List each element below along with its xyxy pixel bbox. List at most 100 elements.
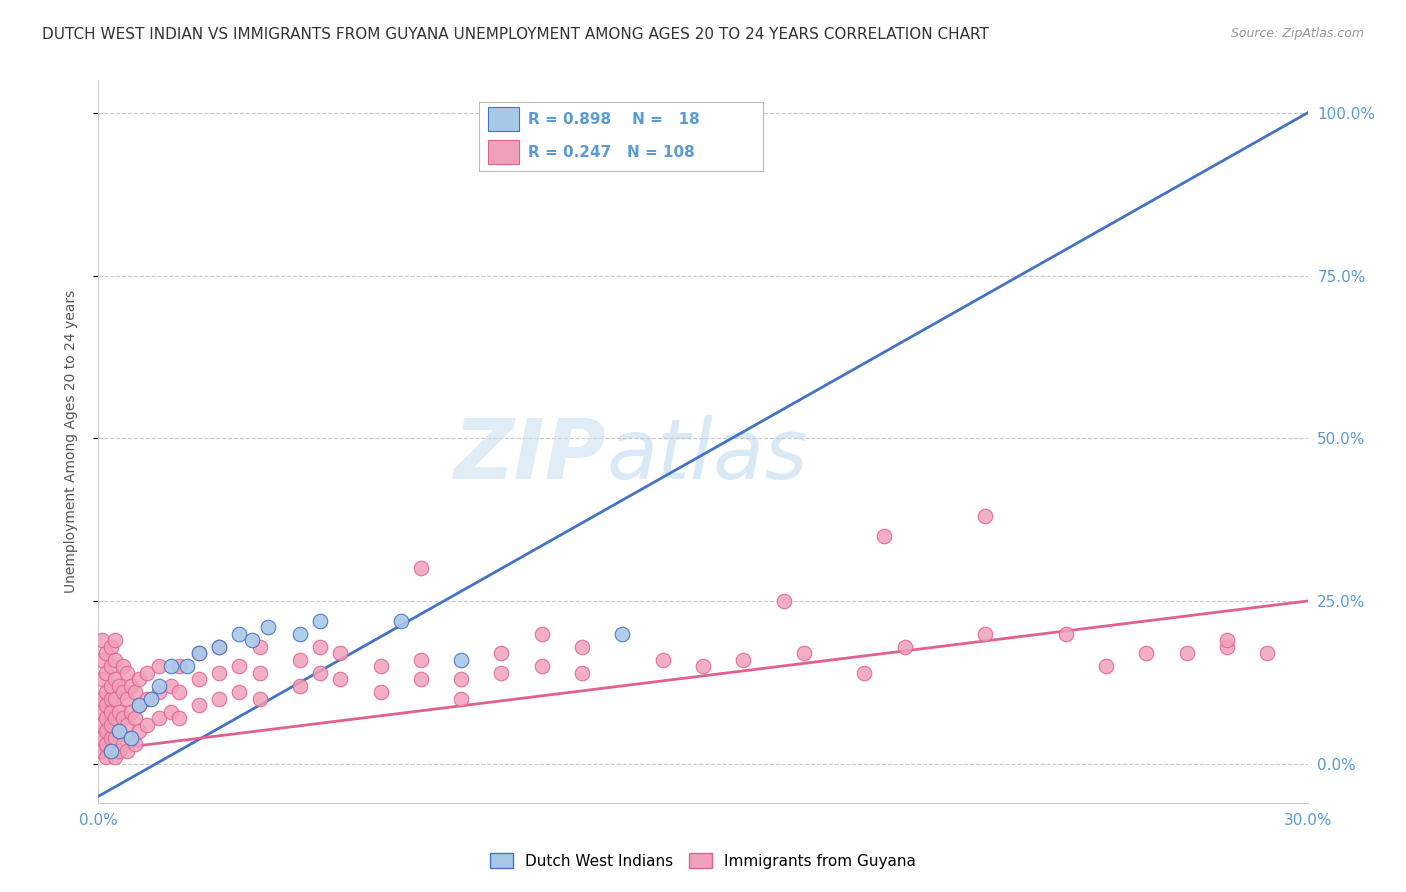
Point: [309, 640, 332, 654]
Point: [288, 652, 311, 666]
Point: [111, 659, 134, 673]
Point: [1256, 646, 1278, 660]
Point: [409, 672, 432, 686]
Point: [120, 705, 142, 719]
Point: [128, 724, 150, 739]
Point: [571, 665, 593, 680]
Point: [107, 679, 129, 693]
Point: [100, 744, 122, 758]
Point: [103, 652, 125, 666]
Point: [530, 659, 553, 673]
Point: [100, 731, 122, 745]
Point: [91, 717, 114, 731]
Point: [135, 691, 157, 706]
Point: [96, 698, 118, 713]
Point: [256, 620, 278, 634]
Point: [733, 652, 755, 666]
Text: DUTCH WEST INDIAN VS IMMIGRANTS FROM GUYANA UNEMPLOYMENT AMONG AGES 20 TO 24 YEA: DUTCH WEST INDIAN VS IMMIGRANTS FROM GUY…: [42, 27, 988, 42]
Point: [893, 640, 915, 654]
Point: [120, 731, 142, 745]
Point: [96, 737, 118, 751]
Point: [160, 679, 183, 693]
Point: [450, 652, 472, 666]
Point: [309, 614, 332, 628]
Point: [249, 665, 271, 680]
Point: [450, 672, 472, 686]
Point: [115, 744, 138, 758]
Point: [96, 724, 118, 739]
Point: [1175, 646, 1198, 660]
Point: [370, 659, 392, 673]
Point: [1095, 659, 1118, 673]
Legend: Dutch West Indians, Immigrants from Guyana: Dutch West Indians, Immigrants from Guya…: [484, 847, 922, 875]
Point: [107, 744, 129, 758]
Point: [103, 731, 125, 745]
Point: [111, 711, 134, 725]
Point: [115, 717, 138, 731]
Point: [530, 626, 553, 640]
Point: [148, 659, 170, 673]
Point: [148, 679, 170, 693]
Point: [111, 685, 134, 699]
Point: [91, 633, 114, 648]
Point: [91, 672, 114, 686]
Point: [491, 646, 513, 660]
Point: [188, 698, 211, 713]
Text: Source: ZipAtlas.com: Source: ZipAtlas.com: [1230, 27, 1364, 40]
Point: [389, 614, 412, 628]
Point: [1135, 646, 1157, 660]
Point: [288, 626, 311, 640]
Point: [288, 679, 311, 693]
Point: [91, 731, 114, 745]
Point: [370, 685, 392, 699]
Point: [208, 665, 231, 680]
Point: [167, 659, 190, 673]
Point: [329, 672, 352, 686]
Point: [124, 685, 146, 699]
Point: [100, 744, 122, 758]
Point: [329, 646, 352, 660]
Point: [208, 640, 231, 654]
Point: [793, 646, 815, 660]
Point: [853, 665, 876, 680]
Point: [120, 731, 142, 745]
Point: [651, 652, 673, 666]
Point: [100, 691, 122, 706]
Point: [974, 626, 997, 640]
Point: [107, 705, 129, 719]
Point: [96, 750, 118, 764]
Point: [188, 646, 211, 660]
Point: [873, 529, 896, 543]
Point: [612, 626, 634, 640]
Point: [228, 659, 250, 673]
Point: [240, 633, 263, 648]
Point: [100, 717, 122, 731]
Y-axis label: Unemployment Among Ages 20 to 24 years: Unemployment Among Ages 20 to 24 years: [63, 290, 77, 593]
Point: [228, 626, 250, 640]
Point: [124, 737, 146, 751]
Point: [120, 679, 142, 693]
Point: [139, 691, 162, 706]
Point: [974, 509, 997, 524]
Point: [1216, 640, 1239, 654]
Point: [124, 711, 146, 725]
Point: [208, 691, 231, 706]
Point: [96, 711, 118, 725]
Point: [111, 737, 134, 751]
Point: [91, 705, 114, 719]
Point: [571, 640, 593, 654]
Point: [128, 672, 150, 686]
Point: [100, 705, 122, 719]
Text: ZIP: ZIP: [454, 416, 606, 497]
Point: [103, 633, 125, 648]
Point: [409, 561, 432, 575]
Point: [772, 594, 794, 608]
Point: [100, 640, 122, 654]
Point: [148, 685, 170, 699]
Point: [135, 665, 157, 680]
Point: [160, 705, 183, 719]
Point: [208, 640, 231, 654]
Point: [91, 691, 114, 706]
Point: [148, 711, 170, 725]
Point: [128, 698, 150, 713]
